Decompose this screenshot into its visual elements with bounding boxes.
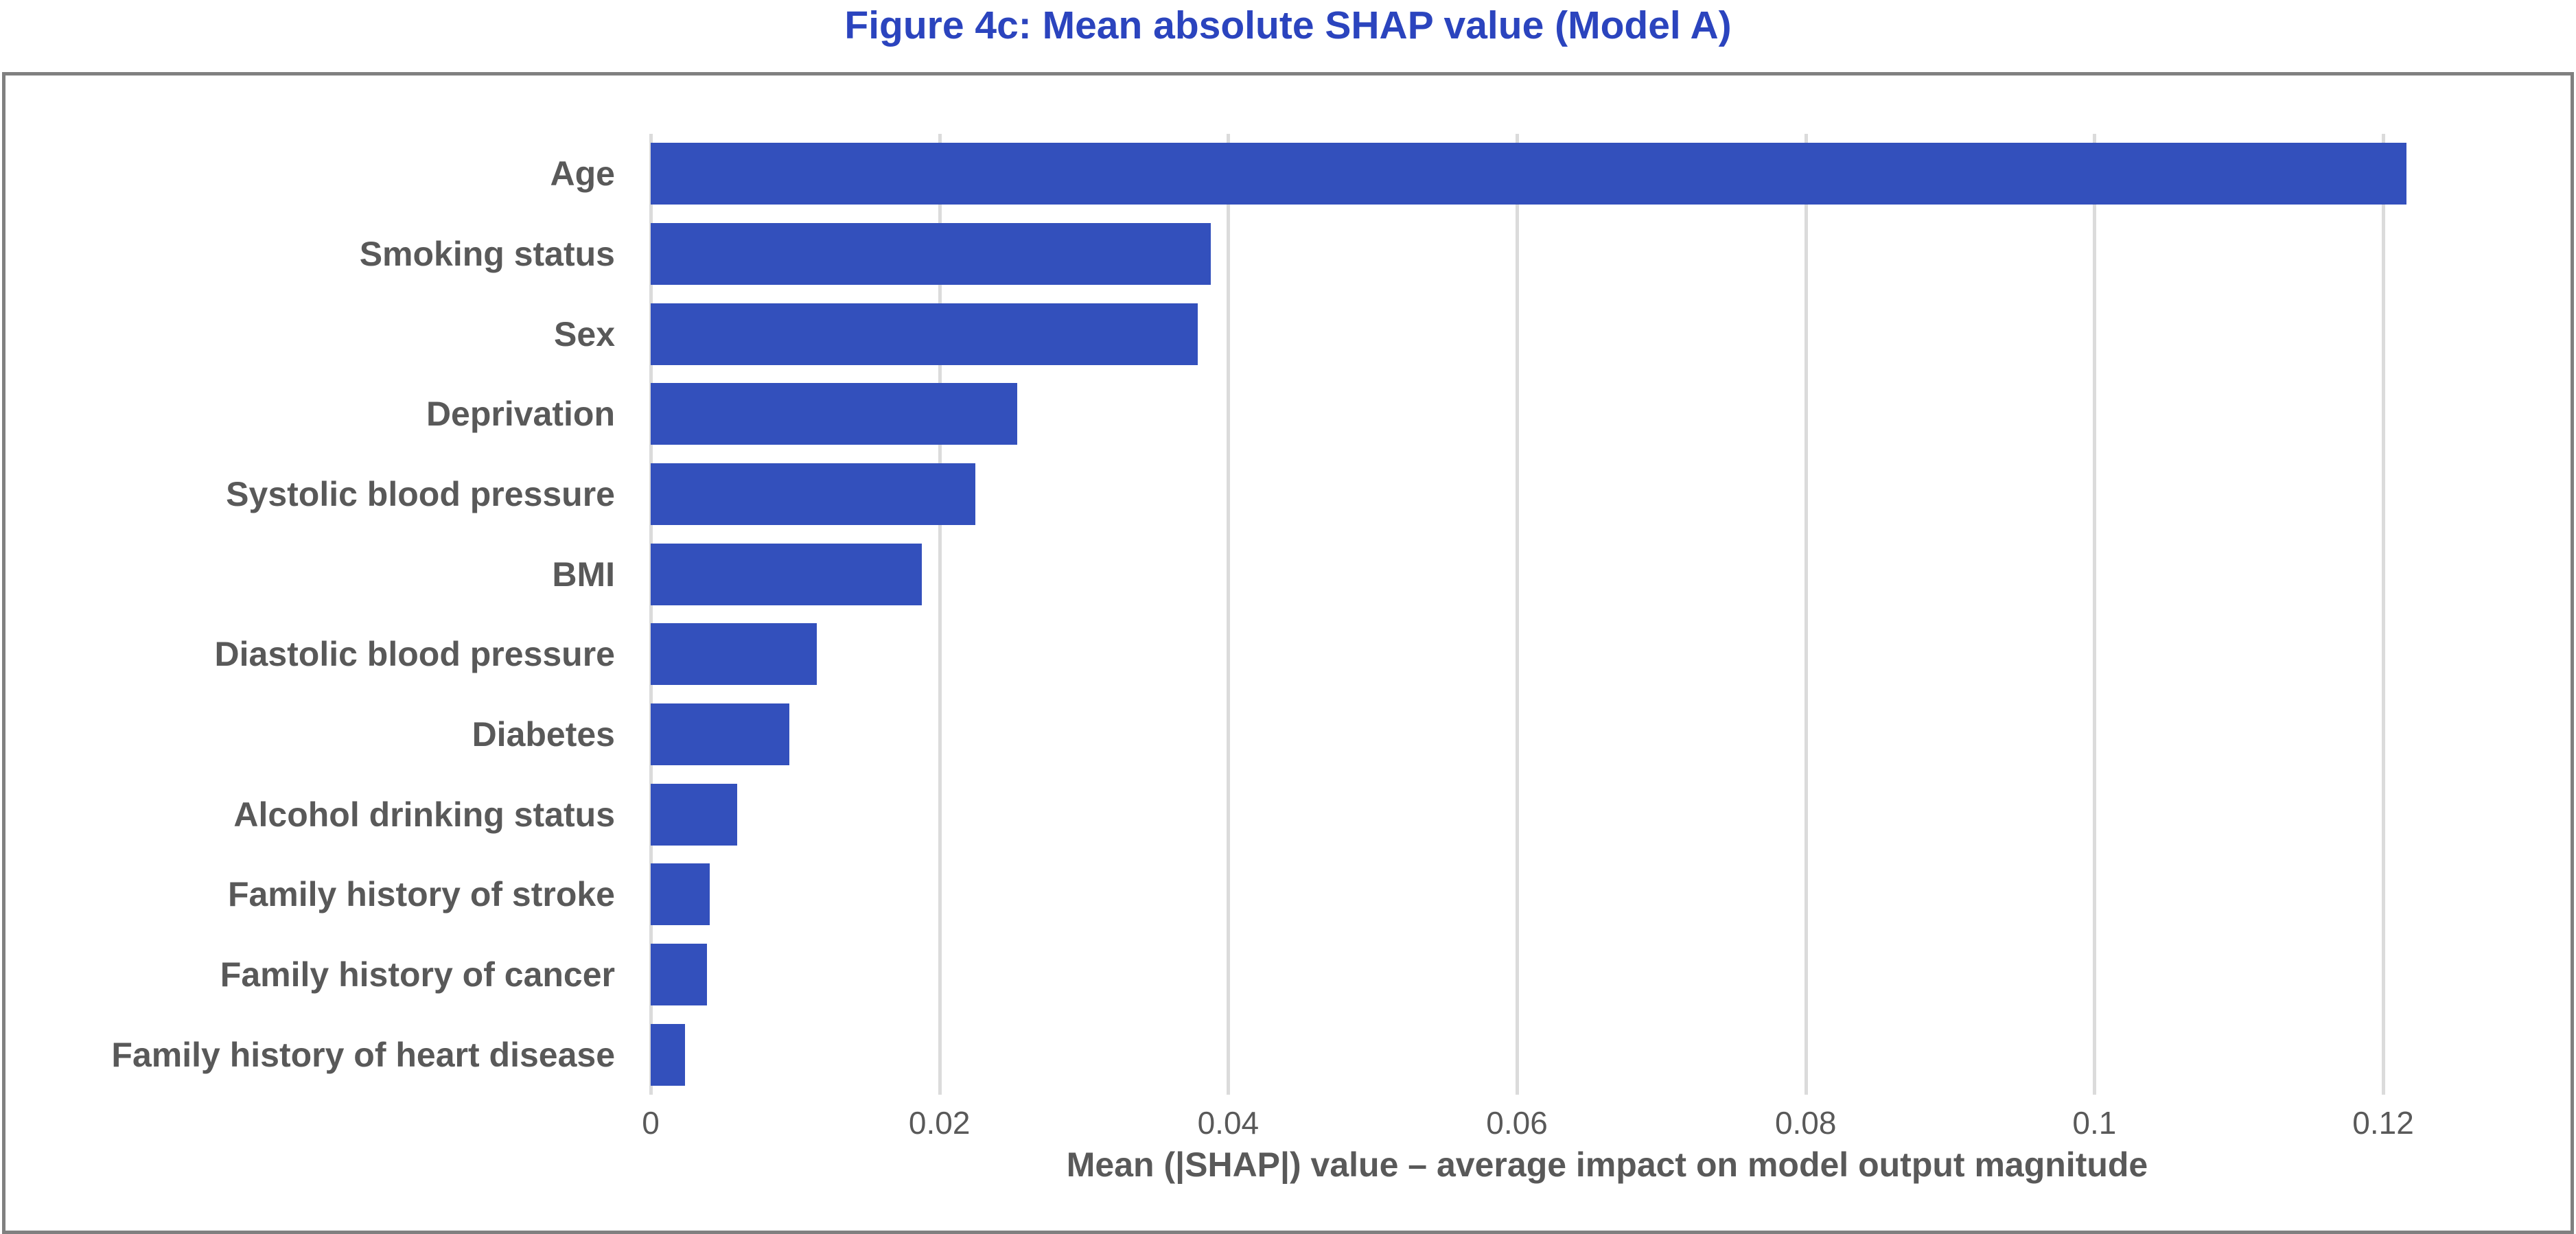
bar-row: Family history of heart disease (5, 1014, 2571, 1095)
category-label: Smoking status (359, 235, 615, 273)
bar (651, 383, 1018, 445)
category-label: Diastolic blood pressure (214, 635, 615, 674)
bar-row: Systolic blood pressure (5, 454, 2571, 535)
category-label: Family history of stroke (227, 875, 615, 914)
bar (651, 783, 738, 846)
bar-track (651, 863, 2564, 926)
category-label: Diabetes (472, 715, 615, 754)
bar-track (651, 703, 2564, 766)
bar (651, 543, 923, 605)
bar-track (651, 623, 2564, 686)
gridline (649, 134, 653, 1095)
bar (651, 143, 2406, 205)
bar-track (651, 303, 2564, 365)
bar-track (651, 543, 2564, 605)
bar-rows: Age Smoking status Sex Deprivation Systolic … (5, 134, 2571, 1095)
bar (651, 623, 817, 686)
category-label: Sex (554, 314, 615, 353)
bar-row: Diastolic blood pressure (5, 614, 2571, 695)
bar-row: Deprivation (5, 374, 2571, 454)
gridline-overlay (649, 134, 2564, 1095)
category-label: Alcohol drinking status (233, 795, 615, 834)
bar-row: Alcohol drinking status (5, 774, 2571, 854)
x-axis-ticks: 0 0.02 0.04 0.06 0.08 0.1 0.12 (642, 1095, 2564, 1143)
x-tick-label: 0 (642, 1105, 660, 1141)
bar-track (651, 383, 2564, 445)
category-label: Deprivation (426, 395, 615, 434)
bar (651, 944, 708, 1006)
x-tick-label: 0.02 (908, 1105, 971, 1141)
bar-row: Smoking status (5, 214, 2571, 294)
x-tick-label: 0.04 (1197, 1105, 1260, 1141)
chart-frame: Age Smoking status Sex Deprivation Systolic … (2, 72, 2574, 1234)
bar (651, 1023, 686, 1086)
x-tick-label: 0.06 (1486, 1105, 1548, 1141)
bar (651, 223, 1211, 285)
bar-row: Sex (5, 294, 2571, 374)
bar-row: Diabetes (5, 695, 2571, 775)
bar-row: Age (5, 134, 2571, 214)
category-label: Systolic blood pressure (226, 475, 615, 514)
bar-track (651, 143, 2564, 205)
bar (651, 703, 789, 766)
x-tick-label: 0.08 (1774, 1105, 1837, 1141)
category-label: Age (550, 154, 615, 194)
x-tick-label: 0.12 (2352, 1105, 2414, 1141)
gridline (1804, 134, 1808, 1095)
gridline (938, 134, 942, 1095)
x-axis-title: Mean (|SHAP|) value – average impact on … (1066, 1145, 2148, 1184)
bar-row: BMI (5, 534, 2571, 614)
bar (651, 463, 976, 526)
gridline (1516, 134, 1520, 1095)
category-label: Family history of heart disease (111, 1035, 615, 1074)
gridline (2093, 134, 2097, 1095)
bar-track (651, 223, 2564, 285)
bar-track (651, 783, 2564, 846)
bar-track (651, 944, 2564, 1006)
category-label: BMI (552, 555, 615, 594)
bar-row: Family history of stroke (5, 854, 2571, 935)
category-label: Family history of cancer (220, 955, 615, 994)
bar-track (651, 1023, 2564, 1086)
bar (651, 863, 710, 926)
gridline (1227, 134, 1231, 1095)
bar-track (651, 463, 2564, 526)
x-tick-label: 0.1 (2072, 1105, 2117, 1141)
figure-title: Figure 4c: Mean absolute SHAP value (Mod… (844, 3, 1732, 47)
bar-row: Family history of cancer (5, 935, 2571, 1015)
plot-area: Age Smoking status Sex Deprivation Systolic … (5, 134, 2571, 1095)
gridline (2382, 134, 2386, 1095)
bar (651, 303, 1198, 365)
